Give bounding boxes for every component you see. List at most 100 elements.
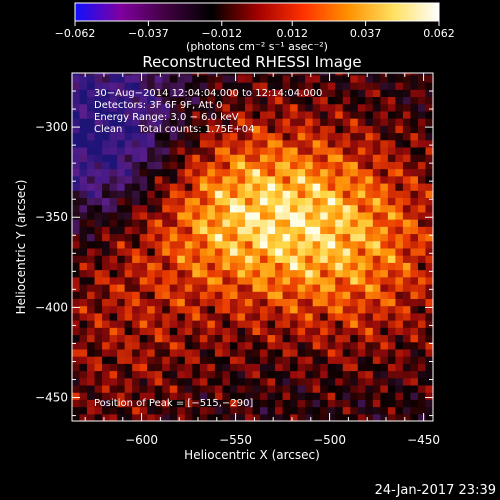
heatmap-cell — [342, 363, 351, 372]
heatmap-cell — [222, 348, 231, 357]
heatmap-cell — [297, 82, 306, 90]
heatmap-cell — [297, 413, 306, 421]
heatmap-cell — [282, 219, 291, 227]
heatmap-cell — [290, 370, 299, 379]
heatmap-cell — [72, 168, 81, 177]
heatmap-cell — [207, 320, 216, 328]
heatmap-cell — [132, 377, 141, 386]
heatmap-cell — [342, 377, 351, 386]
heatmap-cell — [214, 377, 224, 386]
heatmap-cell — [275, 125, 284, 134]
heatmap-cell — [124, 255, 133, 263]
heatmap-cell — [199, 103, 208, 112]
heatmap-cell — [297, 370, 306, 379]
heatmap-cell — [117, 262, 126, 271]
heatmap-cell — [350, 82, 359, 90]
heatmap-cell — [425, 146, 433, 155]
heatmap-cell — [124, 377, 133, 386]
heatmap-cell — [275, 262, 284, 271]
heatmap-cell — [282, 305, 291, 314]
heatmap-cell — [267, 356, 276, 364]
heatmap-cell — [387, 305, 396, 314]
heatmap-cell — [260, 384, 269, 393]
heatmap-cell — [252, 74, 261, 83]
heatmap-cell — [124, 125, 133, 134]
heatmap-cell — [207, 298, 216, 307]
heatmap-cell — [199, 110, 208, 119]
heatmap-cell — [237, 226, 246, 235]
heatmap-cell — [169, 247, 178, 256]
heatmap-cell — [237, 298, 246, 307]
heatmap-cell — [184, 182, 193, 191]
heatmap-cell — [327, 269, 336, 278]
heatmap-cell — [117, 392, 126, 400]
heatmap-cell — [350, 161, 359, 170]
heatmap-cell — [335, 82, 344, 90]
heatmap-cell — [275, 96, 284, 105]
heatmap-cell — [252, 125, 261, 134]
heatmap-cell — [267, 269, 276, 278]
heatmap-cell — [72, 298, 81, 307]
heatmap-cell — [410, 168, 419, 177]
heatmap-cell — [72, 384, 81, 393]
heatmap-cell — [417, 320, 427, 328]
heatmap-cell — [350, 413, 359, 421]
heatmap-cell — [365, 211, 374, 220]
heatmap-cell — [365, 168, 374, 177]
heatmap-cell — [282, 356, 291, 364]
heatmap-cell — [387, 226, 396, 235]
heatmap-cell — [350, 298, 359, 307]
heatmap-cell — [184, 276, 193, 285]
heatmap-cell — [207, 211, 216, 220]
heatmap-cell — [417, 356, 427, 364]
heatmap-cell — [124, 168, 133, 177]
heatmap-cell — [94, 146, 103, 155]
heatmap-cell — [109, 406, 118, 415]
heatmap-cell — [154, 298, 163, 307]
heatmap-cell — [222, 197, 231, 206]
heatmap-cell — [207, 283, 216, 292]
heatmap-cell — [184, 283, 193, 292]
heatmap-cell — [177, 146, 186, 155]
heatmap-cell — [162, 125, 171, 134]
heatmap-cell — [162, 139, 171, 148]
heatmap-cell — [169, 161, 178, 170]
heatmap-cell — [222, 320, 231, 328]
heatmap-cell — [402, 125, 412, 134]
heatmap-cell — [282, 96, 291, 105]
heatmap-cell — [214, 269, 224, 278]
heatmap-cell — [199, 384, 208, 393]
heatmap-cell — [109, 341, 118, 350]
x-tick-label: −550 — [219, 433, 252, 447]
heatmap-cell — [335, 356, 344, 364]
heatmap-cell — [252, 247, 261, 256]
heatmap-cell — [425, 283, 433, 292]
heatmap-cell — [410, 197, 419, 206]
heatmap-cell — [139, 334, 148, 343]
heatmap-cell — [320, 89, 329, 98]
heatmap-cell — [72, 269, 81, 278]
heatmap-cell — [94, 413, 103, 421]
heatmap-cell — [357, 305, 366, 314]
heatmap-cell — [229, 413, 239, 421]
heatmap-cell — [350, 233, 359, 242]
heatmap-cell — [94, 269, 103, 278]
heatmap-cell — [79, 204, 88, 213]
heatmap-cell — [395, 291, 404, 299]
heatmap-cell — [94, 190, 103, 199]
heatmap-cell — [124, 356, 133, 364]
heatmap-cell — [297, 74, 306, 83]
heatmap-cell — [267, 204, 276, 213]
heatmap-cell — [297, 89, 306, 98]
heatmap-cell — [357, 125, 366, 134]
heatmap-cell — [252, 240, 261, 249]
heatmap-cell — [417, 240, 427, 249]
heatmap-cell — [87, 73, 96, 76]
heatmap-cell — [184, 82, 193, 90]
heatmap-cell — [229, 334, 239, 343]
heatmap-cell — [425, 226, 433, 235]
heatmap-cell — [372, 384, 381, 393]
heatmap-cell — [395, 392, 404, 400]
heatmap-cell — [109, 269, 118, 278]
heatmap-cell — [229, 190, 239, 199]
